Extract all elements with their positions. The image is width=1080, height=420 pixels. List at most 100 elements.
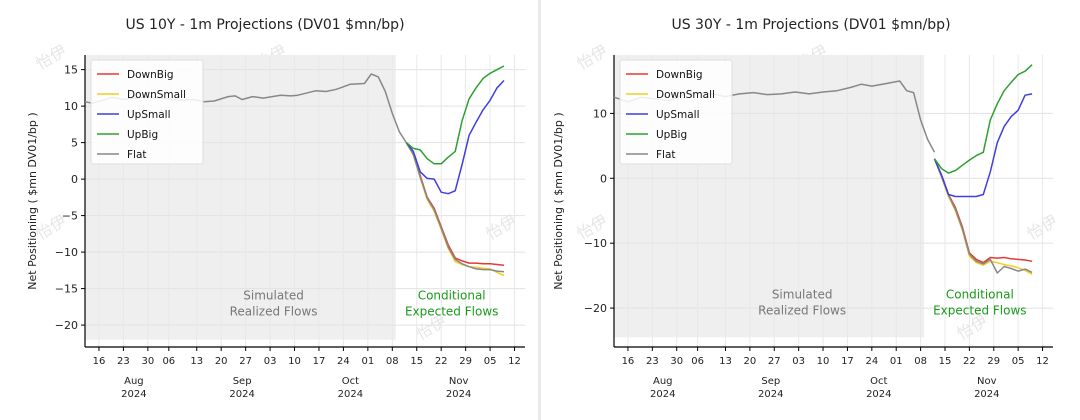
x-month-label: Aug <box>124 376 144 387</box>
us30y-chart-panel: 怡伊怡伊怡伊怡伊怡伊怡伊US 30Y - 1m Projections (DV0… <box>541 0 1079 420</box>
x-month-label: Sep <box>233 376 252 387</box>
y-axis-label: Net Positioning ( $mn DV01/bp ) <box>552 112 565 289</box>
legend-label-upsmall: UpSmall <box>656 109 700 121</box>
legend-label-upsmall: UpSmall <box>127 109 171 121</box>
x-tick-label: 13 <box>719 356 732 367</box>
x-tick-label: 22 <box>963 356 976 367</box>
series-line-upbig <box>405 65 505 165</box>
x-tick-label: 15 <box>410 356 423 367</box>
series-line-downsmall <box>405 142 505 277</box>
x-tick-label: 08 <box>386 356 399 367</box>
x-tick-label: 16 <box>93 356 106 367</box>
y-tick-label: −15 <box>55 283 78 296</box>
legend-box <box>90 59 204 165</box>
x-tick-label: 29 <box>459 356 472 367</box>
x-tick-label: 16 <box>622 356 635 367</box>
y-tick-label: 0 <box>600 172 607 185</box>
legend: DownBig DownSmall UpSmall UpBig Flat <box>90 59 204 165</box>
x-tick-label: 10 <box>817 356 830 367</box>
chart-title: US 30Y - 1m Projections (DV01 $mn/bp) <box>671 17 950 33</box>
y-tick-label: 5 <box>71 137 78 150</box>
x-year-label: 2024 <box>866 389 891 400</box>
x-tick-label: 03 <box>264 356 277 367</box>
x-tick-label: 17 <box>841 356 854 367</box>
x-tick-label: 03 <box>792 356 805 367</box>
series-line-downbig <box>933 158 1033 264</box>
x-tick-label: 15 <box>939 356 952 367</box>
annotation-text: Conditional <box>946 287 1014 301</box>
legend: DownBig DownSmall UpSmall UpBig Flat <box>619 59 733 165</box>
x-tick-label: 12 <box>508 356 521 367</box>
x-tick-label: 13 <box>190 356 203 367</box>
x-year-label: 2024 <box>338 389 363 400</box>
annotation-text: Simulated <box>772 287 833 301</box>
series-line-flat <box>405 142 505 273</box>
y-tick-label: −5 <box>62 210 78 223</box>
series-line-upsmall <box>933 93 1033 198</box>
annotation-text: Expected Flows <box>405 305 498 319</box>
x-year-label: 2024 <box>974 389 999 400</box>
x-year-label: 2024 <box>121 389 146 400</box>
legend-label-flat: Flat <box>127 149 147 161</box>
y-tick-label: −10 <box>584 237 607 250</box>
x-month-label: Aug <box>653 376 673 387</box>
legend-label-downsmall: DownSmall <box>656 89 715 101</box>
x-tick-label: 01 <box>890 356 903 367</box>
x-month-label: Oct <box>870 376 887 387</box>
series-line-flat <box>933 158 1033 274</box>
x-tick-label: 23 <box>646 356 659 367</box>
x-tick-label: 12 <box>1036 356 1049 367</box>
x-tick-label: 05 <box>484 356 497 367</box>
x-tick-label: 30 <box>141 356 154 367</box>
legend-label-upbig: UpBig <box>127 129 158 141</box>
x-tick-label: 10 <box>288 356 301 367</box>
legend-label-upbig: UpBig <box>656 129 687 141</box>
x-tick-label: 17 <box>313 356 326 367</box>
annotation-text: Realized Flows <box>758 304 846 318</box>
legend-label-downbig: DownBig <box>656 69 703 81</box>
y-tick-label: 10 <box>64 100 78 113</box>
x-year-label: 2024 <box>650 389 675 400</box>
x-tick-label: 20 <box>744 356 757 367</box>
series-line-upbig <box>933 64 1033 174</box>
us10y-chart-svg: 怡伊怡伊怡伊怡伊怡伊怡伊US 10Y - 1m Projections (DV0… <box>26 17 525 400</box>
chart-title: US 10Y - 1m Projections (DV01 $mn/bp) <box>125 17 404 33</box>
legend-label-downbig: DownBig <box>127 69 174 81</box>
x-tick-label: 06 <box>162 356 175 367</box>
x-tick-label: 24 <box>865 356 878 367</box>
y-tick-label: 10 <box>593 107 607 120</box>
legend-box <box>619 59 733 165</box>
x-tick-label: 05 <box>1012 356 1025 367</box>
watermark-text: 怡伊 <box>574 41 611 73</box>
x-tick-label: 01 <box>361 356 374 367</box>
annotation-text: Realized Flows <box>230 305 318 319</box>
y-axis-label: Net Positioning ( $mn DV01/bp ) <box>26 112 39 289</box>
x-tick-label: 27 <box>239 356 252 367</box>
x-tick-label: 27 <box>768 356 781 367</box>
legend-label-flat: Flat <box>656 149 676 161</box>
panel-divider <box>538 0 541 420</box>
series-line-downbig <box>405 142 505 266</box>
series-line-upsmall <box>405 79 505 195</box>
x-tick-label: 23 <box>117 356 130 367</box>
annotation-text: Simulated <box>243 289 304 303</box>
x-year-label: 2024 <box>446 389 471 400</box>
x-month-label: Sep <box>761 376 780 387</box>
x-year-label: 2024 <box>229 389 254 400</box>
y-tick-label: −10 <box>55 246 78 259</box>
x-tick-label: 20 <box>215 356 228 367</box>
x-tick-label: 30 <box>670 356 683 367</box>
x-year-label: 2024 <box>758 389 783 400</box>
annotation-text: Expected Flows <box>933 304 1026 318</box>
x-tick-label: 24 <box>337 356 350 367</box>
x-month-label: Oct <box>342 376 359 387</box>
x-tick-label: 06 <box>691 356 704 367</box>
x-month-label: Nov <box>449 376 469 387</box>
x-tick-label: 29 <box>987 356 1000 367</box>
y-tick-label: 0 <box>71 173 78 186</box>
y-tick-label: −20 <box>55 319 78 332</box>
series-line-downsmall <box>933 158 1033 275</box>
us30y-chart-svg: 怡伊怡伊怡伊怡伊怡伊怡伊US 30Y - 1m Projections (DV0… <box>552 17 1061 400</box>
y-tick-label: −20 <box>584 302 607 315</box>
x-month-label: Nov <box>977 376 997 387</box>
